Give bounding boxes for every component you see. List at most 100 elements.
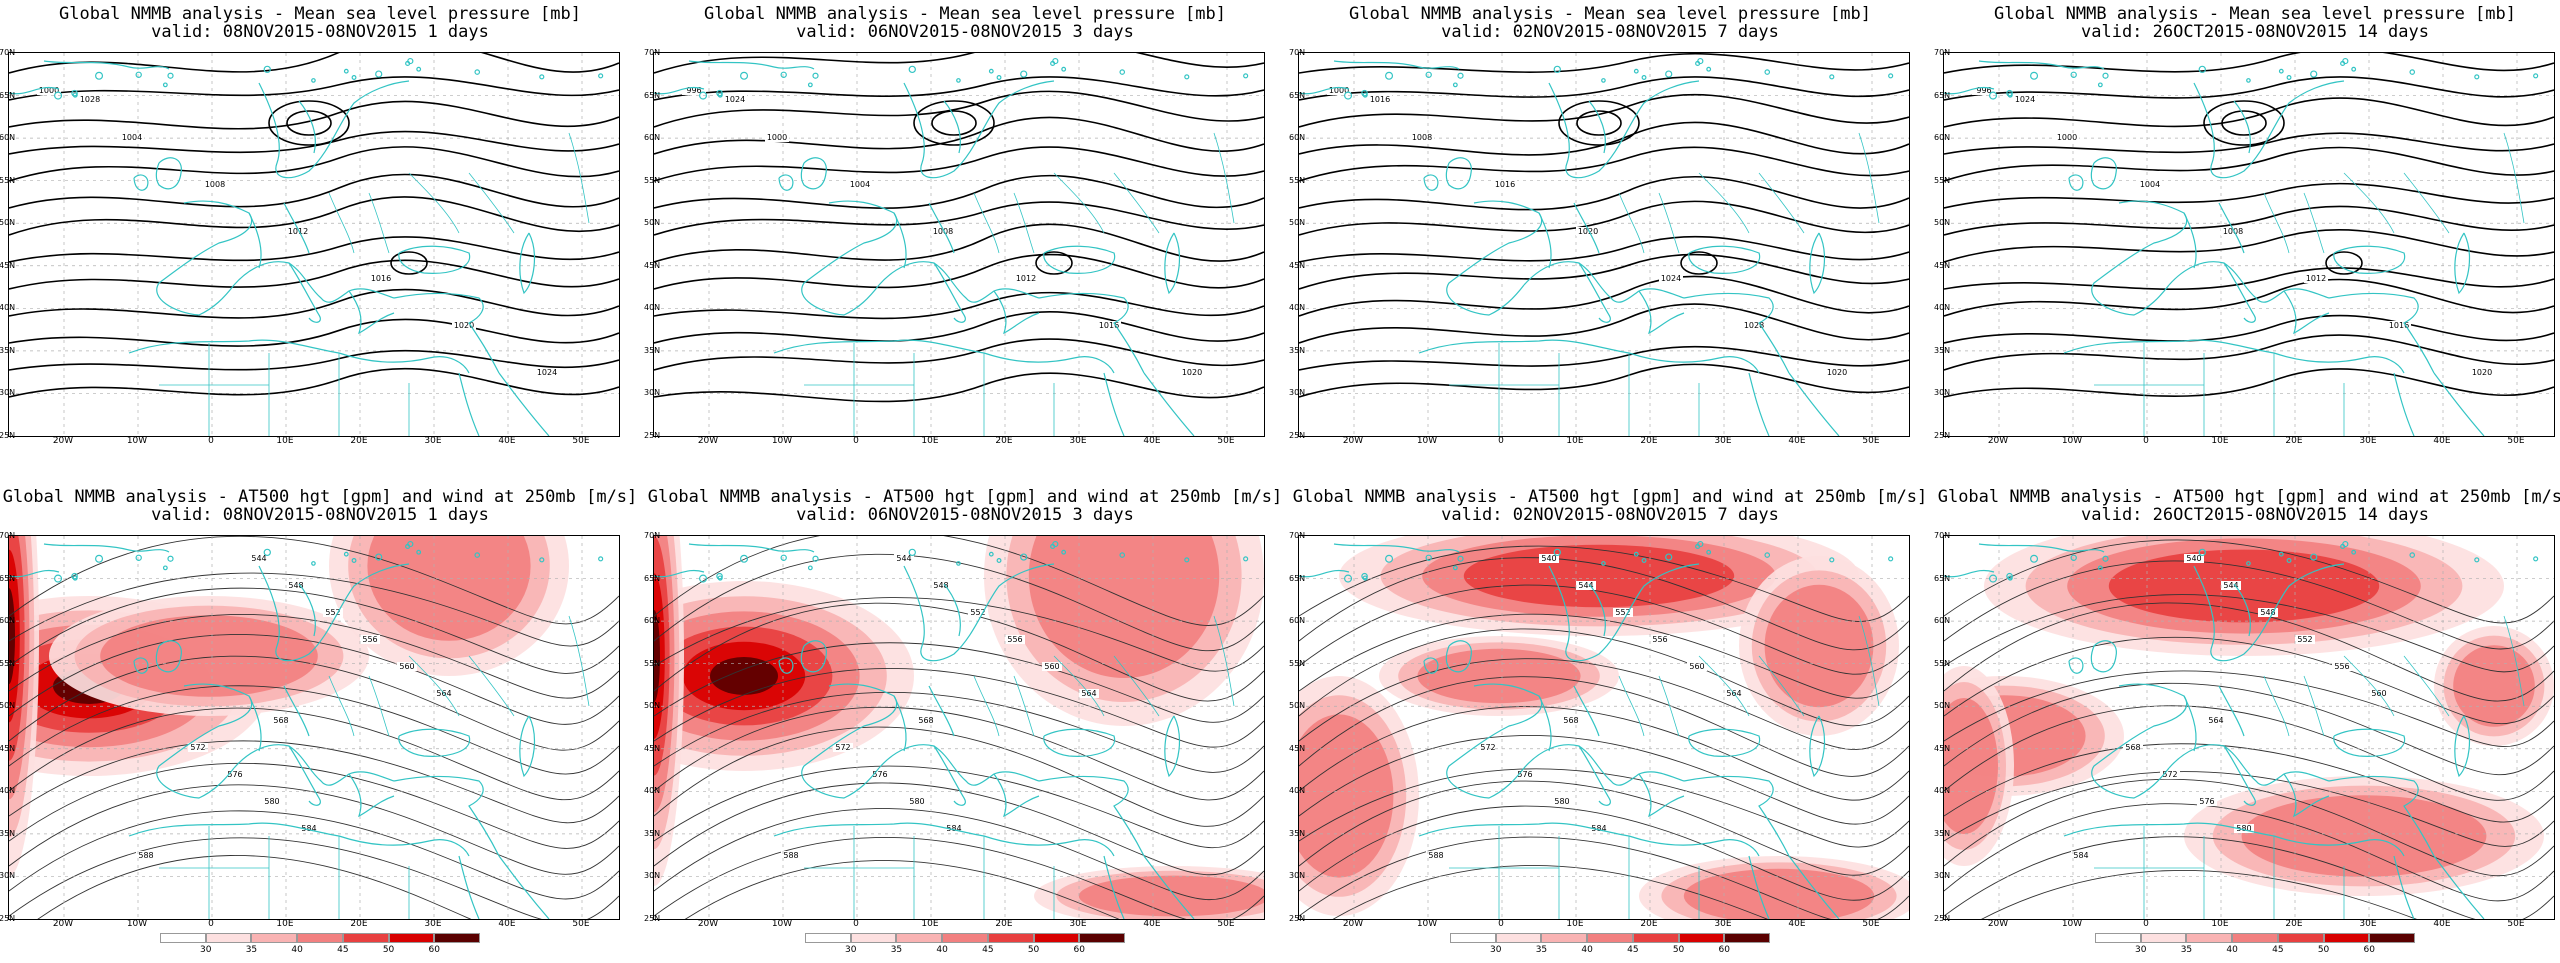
latitude-label: 55N	[1934, 175, 1951, 185]
height-contour-line	[9, 810, 619, 900]
coastline-segment	[1758, 172, 1805, 234]
isobar-value-label: 996	[686, 86, 701, 95]
height-contour-line	[1299, 676, 1909, 777]
island-outline	[1452, 565, 1458, 571]
wind-speed-contour-fill	[1463, 544, 1735, 608]
coastline-segment	[2303, 675, 2325, 737]
island-outline	[1601, 78, 1606, 83]
panel-title: Global NMMB analysis - Mean sea level pr…	[704, 4, 1226, 24]
coastline-segment	[773, 822, 1115, 857]
island-outline	[71, 89, 78, 97]
island-outline	[1243, 73, 1249, 79]
label-bg	[931, 581, 951, 590]
colorbar-segment	[987, 933, 1034, 943]
island-outline	[807, 565, 813, 571]
height-contour-line	[1299, 628, 1909, 727]
latitude-label: 60N	[1289, 133, 1306, 143]
latitude-label: 50N	[0, 701, 16, 711]
island-outline	[1362, 92, 1368, 98]
latitude-label: 70N	[1289, 531, 1306, 540]
coastline-segment	[568, 615, 590, 707]
wind-speed-shading	[1944, 536, 2554, 896]
label-bg	[2332, 662, 2352, 671]
panel-valid-period: valid: 08NOV2015-08NOV2015 1 days	[151, 22, 489, 42]
coastline-segment	[1618, 675, 1645, 737]
coastline-segment	[2168, 744, 2330, 786]
isobar-line	[1299, 76, 1909, 101]
wind-colorbar: 30 35 40 45 50 60	[2095, 933, 2415, 959]
coastline-segment	[233, 261, 395, 303]
colorbar-tick-label: 30	[199, 945, 212, 955]
coastline-segment	[2454, 715, 2470, 778]
map-frame: 996 1000 1004 1008 1012 1016 1020 1024	[1943, 52, 2555, 437]
panel-title: Global NMMB analysis - Mean sea level pr…	[59, 4, 581, 24]
longitude-label: 10W	[771, 919, 793, 929]
longitude-label: 40E	[498, 919, 516, 929]
height-contour-line	[654, 691, 1264, 773]
latitude-label: 25N	[1934, 431, 1951, 440]
label-bg	[1327, 86, 1351, 95]
longitude-label: 20E	[2285, 436, 2303, 446]
coastline-segment	[2091, 683, 2188, 799]
isobar-line	[1944, 76, 2554, 101]
isobar-closed	[1035, 251, 1073, 275]
height-value-label: 568	[2125, 743, 2140, 752]
label-bg	[916, 716, 936, 725]
island-outline	[1888, 73, 1894, 79]
isobar-line	[1944, 182, 2554, 209]
isobar-line	[1299, 345, 1909, 371]
isobar-value-label: 1000	[1329, 86, 1349, 95]
coastline-segment	[2068, 657, 2084, 674]
colorbar-segment	[1724, 933, 1770, 943]
label-bg	[299, 824, 319, 833]
island-outline	[1553, 65, 1561, 74]
isobar-line	[9, 146, 619, 182]
latitude-label: 60N	[0, 133, 16, 143]
longitude-label: 20W	[52, 436, 74, 446]
label-bg	[848, 180, 872, 189]
height-value-label: 552	[2297, 635, 2312, 644]
latitude-label: 25N	[0, 914, 16, 923]
geopotential-height-layer	[1944, 539, 2554, 919]
wind-speed-contour-fill	[367, 536, 531, 641]
colorbar-tick-label: 45	[337, 945, 349, 955]
island-outline	[812, 72, 819, 79]
coastline-segment	[778, 657, 794, 674]
longitude-label: 20E	[350, 436, 368, 446]
panel-title: Global NMMB analysis - AT500 hgt [gpm] a…	[1937, 487, 2560, 507]
island-outline	[699, 91, 708, 100]
coastline-segment	[2218, 202, 2245, 254]
island-outline	[2286, 75, 2292, 80]
coastline-segment	[128, 822, 470, 857]
longitude-label: 20W	[1342, 919, 1364, 929]
height-value-label: 552	[970, 608, 985, 617]
isobar-line	[9, 349, 619, 371]
isobar-line	[1944, 146, 2554, 182]
label-bg	[1005, 635, 1025, 644]
isobar-value-label: 1016	[371, 274, 391, 283]
coastline-segment	[43, 543, 170, 553]
height-contour-line	[654, 726, 1264, 827]
coastline-segment	[1423, 657, 1439, 674]
coastline-segment	[1688, 728, 1761, 757]
coastline-segment	[393, 292, 500, 374]
height-contour-line	[654, 765, 1264, 849]
island-outline	[2102, 72, 2109, 79]
coastline-segment	[878, 744, 1040, 786]
island-outline	[2030, 554, 2039, 563]
island-outline	[474, 69, 481, 75]
colorbar-tick-label: 40	[1581, 945, 1593, 955]
isobar-line	[1944, 368, 2554, 398]
label-bg	[1539, 554, 1559, 563]
island-outline	[1706, 549, 1712, 555]
coastline-segment	[2068, 174, 2084, 191]
height-value-label: 540	[1541, 554, 1556, 563]
isobar-value-label: 1028	[80, 95, 100, 104]
height-value-label: 544	[251, 554, 266, 563]
island-outline	[1553, 548, 1561, 557]
height-contour-line	[9, 572, 619, 647]
latitude-label: 65N	[1289, 573, 1306, 583]
coastline-layer	[654, 57, 1249, 436]
height-value-label: 556	[2334, 662, 2349, 671]
latitude-label: 40N	[644, 786, 661, 796]
